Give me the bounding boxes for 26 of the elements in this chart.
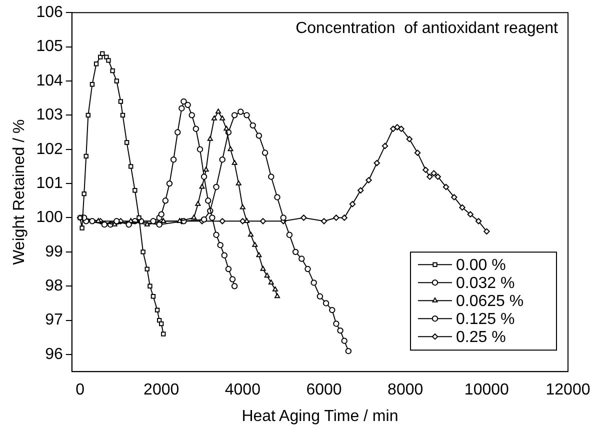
y-tick-label: 97 (45, 312, 63, 329)
y-tick-label: 102 (36, 140, 63, 158)
y-tick-label: 106 (36, 4, 63, 22)
y-tick-label: 100 (36, 209, 63, 226)
y-tick-label: 103 (36, 106, 63, 124)
y-tick-label: 99 (45, 243, 63, 260)
legend-label: 0.00 % (456, 257, 506, 274)
x-tick-label: 10000 (464, 382, 510, 399)
x-tick-label: 0 (76, 382, 85, 399)
legend-label: 0.25 % (456, 329, 506, 346)
x-axis-title: Heat Aging Time / min (242, 408, 398, 425)
y-tick-label: 105 (36, 38, 63, 56)
legend-label: 0.0625 % (456, 293, 524, 310)
y-tick-label: 96 (45, 346, 63, 363)
legend-label: 0.125 % (456, 311, 515, 328)
x-tick-label: 4000 (224, 382, 261, 399)
y-tick-label: 101 (36, 174, 63, 192)
y-tick-label: 104 (36, 72, 63, 90)
legend-label: 0.032 % (456, 275, 515, 292)
x-tick-label: 12000 (546, 382, 590, 399)
legend-title: Concentration of antioxidant reagent (296, 20, 559, 38)
y-axis-title: Weight Retained / % (11, 119, 28, 265)
x-tick-label: 2000 (144, 382, 180, 399)
x-tick-label: 8000 (388, 382, 424, 399)
y-tick-label: 98 (45, 278, 63, 295)
x-tick-label: 6000 (306, 382, 342, 399)
